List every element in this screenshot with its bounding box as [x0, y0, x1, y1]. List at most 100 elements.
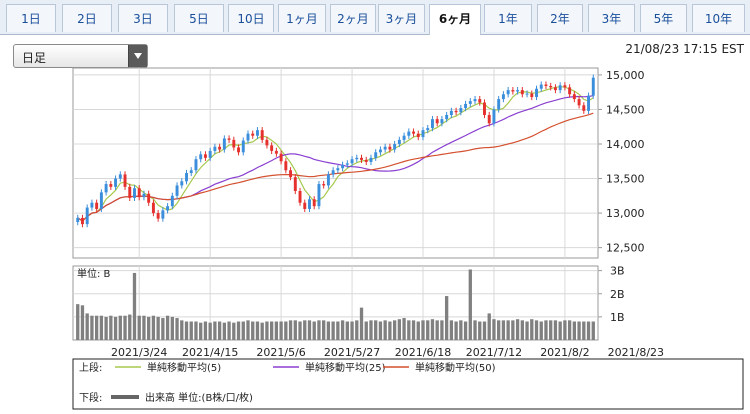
candle-body [440, 119, 444, 124]
candle-body [454, 110, 458, 113]
candle-body [175, 185, 179, 196]
candle-body [397, 139, 401, 144]
candle-body [492, 109, 496, 124]
volume-bar [227, 321, 231, 340]
chart-interval-select[interactable]: 日足 [13, 44, 148, 68]
tab-period[interactable]: 1ヶ月 [278, 4, 326, 32]
volume-bar [369, 320, 373, 340]
candle-body [232, 139, 236, 148]
candle-body [170, 195, 174, 207]
candle-body [435, 119, 439, 124]
volume-bar [567, 320, 572, 340]
price-tick-label: 13,000 [606, 207, 645, 220]
tab-period[interactable]: 3日 [118, 4, 168, 32]
candle-body [203, 154, 207, 158]
candle-body [99, 192, 103, 209]
candle-body [553, 87, 557, 91]
volume-bar [232, 322, 236, 340]
volume-bar [525, 321, 529, 340]
volume-bar [165, 315, 170, 340]
candle-body [161, 210, 165, 219]
volume-bar [222, 322, 227, 340]
x-tick-label: 2021/5/27 [324, 346, 380, 359]
volume-tick-label: 3B [610, 265, 625, 278]
candle-body [156, 213, 160, 219]
legend-bar-swatch [111, 395, 139, 399]
tab-period[interactable]: 5年 [640, 4, 687, 32]
volume-bar [151, 315, 156, 340]
candle-body [218, 146, 222, 150]
candle-body [246, 133, 250, 141]
candle-body [133, 188, 136, 198]
tab-period[interactable]: 2ヶ月 [330, 4, 376, 32]
tab-period[interactable]: 10日 [228, 4, 274, 32]
candle-body [279, 153, 283, 162]
tab-period[interactable]: 3ヶ月 [378, 4, 425, 32]
candle-body [511, 90, 515, 92]
x-tick-label: 2021/5/6 [256, 346, 305, 359]
volume-bar [350, 321, 354, 340]
tab-period[interactable]: 3年 [588, 4, 635, 32]
candle-body [189, 170, 193, 174]
candle-body [270, 145, 274, 151]
volume-bar [128, 314, 132, 340]
candle-body [85, 207, 89, 225]
tab-period[interactable]: 1年 [484, 4, 532, 32]
candle-body [516, 90, 520, 92]
candle-body [227, 138, 231, 140]
tab-period[interactable]: 6ヶ月 [429, 4, 481, 35]
candle-body [336, 168, 340, 171]
candle-body [582, 105, 586, 111]
volume-bar [147, 316, 151, 340]
candle-body [501, 94, 505, 100]
legend-item-label: 出来高 単位:(B株/口/枚) [145, 391, 253, 404]
tab-period[interactable]: 2年 [537, 4, 583, 32]
volume-bar [549, 320, 553, 340]
moving-average-line [77, 112, 594, 222]
volume-bar [331, 321, 335, 340]
price-panel: 12,500 13,000 13,500 14,000 14,500 15,000 [72, 67, 645, 259]
volume-bar [241, 321, 245, 340]
volume-bar [213, 321, 217, 340]
candle-body [80, 217, 84, 225]
volume-bar [515, 319, 520, 340]
candle-body [345, 163, 349, 165]
volume-bar [544, 320, 548, 340]
volume-bar [175, 318, 179, 340]
volume-bar [392, 320, 397, 340]
tab-period[interactable]: 2日 [62, 4, 112, 32]
tab-period[interactable]: 1日 [6, 4, 56, 32]
volume-bar [374, 320, 378, 340]
price-plot-area [72, 67, 599, 259]
candle-body [430, 119, 434, 129]
volume-bar [161, 318, 165, 340]
candle-body [572, 94, 576, 100]
candle-body [237, 147, 241, 153]
candle-body [544, 84, 548, 86]
volume-bar [317, 320, 321, 340]
volume-bar [444, 296, 449, 340]
candle-body [185, 173, 188, 182]
candle-body [464, 103, 468, 109]
volume-bar [501, 320, 506, 340]
candle-body [378, 149, 382, 153]
volume-bar [454, 321, 458, 340]
candle-body [407, 131, 411, 136]
volume-unit-label: 単位: B [77, 267, 111, 280]
candle-body [421, 130, 425, 138]
tab-period[interactable]: 10年 [692, 4, 745, 32]
volume-bar [468, 269, 472, 340]
candle-body [497, 99, 501, 110]
candle-body [587, 95, 591, 111]
volume-bar [449, 320, 454, 340]
candle-body [137, 188, 141, 198]
tab-period[interactable]: 5日 [174, 4, 224, 32]
candle-body [355, 157, 359, 160]
volume-bar [312, 321, 316, 340]
volume-bar [586, 321, 591, 340]
volume-bar [577, 321, 581, 340]
chart-interval-value: 日足 [22, 51, 47, 65]
candle-body [199, 154, 203, 160]
chevron-down-icon [128, 45, 147, 67]
volume-bar [118, 315, 122, 340]
